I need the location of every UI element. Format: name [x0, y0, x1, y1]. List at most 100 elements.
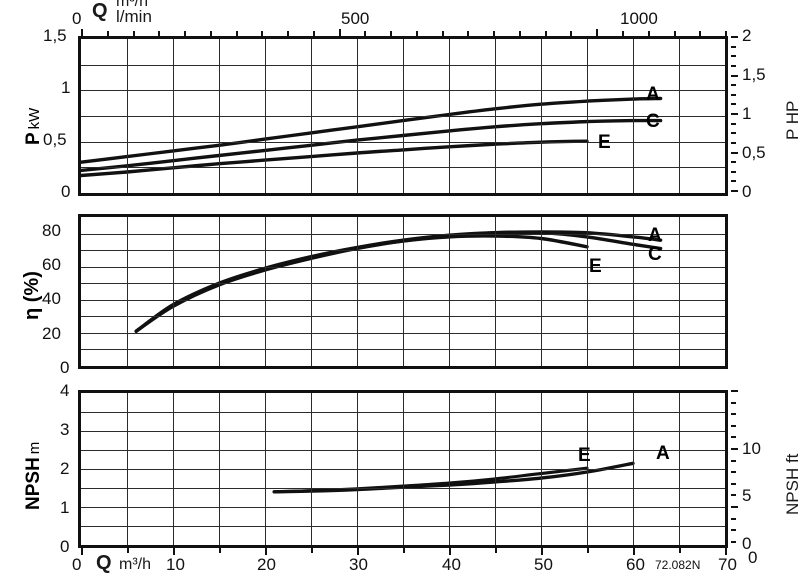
- power-hp-tick-0: 0: [742, 182, 752, 201]
- top-axis-tick: [493, 31, 496, 36]
- npsh-ft-tick-10: 10: [742, 439, 761, 458]
- right-axis-tick: [731, 45, 736, 48]
- top-axis-tick: [106, 31, 109, 36]
- gridline-horizontal: [81, 116, 725, 117]
- gridline-vertical: [403, 217, 404, 366]
- right-axis-tick: [731, 132, 736, 135]
- eff-ytick-0: 0: [60, 358, 70, 377]
- power-label-a: A: [646, 84, 660, 105]
- npsh-ft-axis-title: NPSH ft: [783, 453, 802, 515]
- bottom-tick-50: 50: [534, 555, 553, 574]
- top-axis-tick: [673, 31, 676, 36]
- gridline-horizontal: [81, 507, 725, 508]
- right-axis-tick: [731, 448, 738, 450]
- bottom-tick-70: 70: [718, 555, 737, 574]
- right-axis-tick: [731, 540, 736, 543]
- power-hp-tick-0-5: 0,5: [742, 143, 766, 162]
- top-q-symbol: Q: [92, 0, 108, 22]
- top-tick-1000: 1000: [620, 9, 658, 28]
- right-axis-tick: [731, 529, 736, 532]
- power-hp-axis-title: P HP: [783, 100, 802, 140]
- bottom-tick-0-right: 0: [748, 548, 758, 567]
- gridline-horizontal: [81, 266, 725, 268]
- power-axis-unit: kW: [26, 107, 43, 130]
- top-axis-tick: [364, 31, 367, 36]
- right-axis-tick: [731, 161, 736, 164]
- bottom-axis-tick: [173, 548, 175, 555]
- bottom-axis-tick: [633, 548, 635, 555]
- gridline-horizontal: [81, 526, 725, 527]
- efficiency-axis-title: η (%): [21, 271, 43, 320]
- top-axis-tick: [647, 31, 650, 36]
- bottom-tick-10: 10: [166, 555, 185, 574]
- right-axis-tick: [731, 413, 736, 416]
- npsh-label-a: A: [656, 443, 670, 464]
- power-hp-tick-1-5: 1,5: [742, 65, 766, 84]
- right-axis-tick: [731, 459, 736, 462]
- gridline-vertical: [219, 217, 220, 366]
- top-axis-tick: [390, 31, 393, 36]
- top-q-unit-lmin: l/min: [116, 7, 152, 26]
- bottom-axis-tick: [219, 548, 221, 553]
- bottom-axis-tick: [541, 548, 543, 555]
- gridline-vertical: [449, 217, 450, 366]
- gridline-vertical: [679, 217, 680, 366]
- right-axis-tick: [731, 401, 736, 404]
- power-chart-gridlines: [81, 39, 725, 193]
- gridline-horizontal: [81, 233, 725, 235]
- top-axis-tick: [312, 31, 315, 36]
- bottom-axis-tick: [403, 548, 405, 553]
- npsh-ytick-4: 4: [60, 381, 70, 400]
- npsh-ytick-2: 2: [60, 459, 70, 478]
- top-axis-tick: [235, 31, 238, 36]
- power-ytick-0: 0: [61, 182, 71, 201]
- bottom-tick-0: 0: [72, 555, 82, 574]
- bottom-axis-tick: [265, 548, 267, 555]
- power-ytick-0-5: 0,5: [43, 130, 67, 149]
- right-axis-tick: [731, 141, 736, 144]
- gridline-horizontal: [81, 450, 725, 451]
- right-axis-tick: [731, 190, 738, 192]
- gridline-horizontal: [81, 90, 725, 92]
- top-axis-tick: [699, 31, 702, 36]
- gridline-horizontal: [81, 332, 725, 334]
- gridline-vertical: [587, 217, 588, 366]
- gridline-vertical: [127, 217, 128, 366]
- top-axis-tick: [596, 29, 599, 36]
- npsh-ft-tick-0: 0: [742, 534, 752, 553]
- efficiency-chart-gridlines: [81, 217, 725, 366]
- bottom-axis-tick: [127, 548, 129, 553]
- gridline-horizontal: [81, 141, 725, 143]
- npsh-ytick-3: 3: [60, 420, 70, 439]
- power-axis-title: PkW: [23, 107, 44, 145]
- top-tick-500: 500: [341, 9, 370, 28]
- bottom-tick-20: 20: [257, 555, 276, 574]
- power-axis-symbol: P: [23, 132, 44, 145]
- power-label-e: E: [598, 132, 611, 153]
- gridline-horizontal: [81, 299, 725, 301]
- eff-ytick-20: 20: [42, 324, 61, 343]
- right-axis-tick: [731, 436, 736, 439]
- right-axis-tick: [731, 103, 736, 106]
- power-chart-panel: [78, 36, 728, 196]
- power-label-c: C: [646, 111, 660, 132]
- bottom-tick-40: 40: [442, 555, 461, 574]
- gridline-vertical: [311, 217, 312, 366]
- gridline-horizontal: [81, 412, 725, 413]
- gridline-vertical: [357, 217, 358, 366]
- power-curve-a: [79, 96, 663, 164]
- npsh-axis-title: NPSH m: [23, 442, 44, 510]
- right-axis-tick: [731, 151, 738, 154]
- top-axis-tick: [467, 31, 470, 36]
- top-axis-tick: [132, 31, 135, 36]
- gridline-vertical: [541, 217, 542, 366]
- top-axis-tick: [725, 31, 727, 36]
- right-axis-tick: [731, 170, 736, 173]
- power-hp-tick-2: 2: [742, 26, 752, 45]
- top-axis-tick: [338, 29, 341, 36]
- right-axis-tick: [731, 122, 736, 125]
- bottom-axis-tick: [679, 548, 681, 553]
- npsh-axis-symbol: NPSH: [23, 457, 44, 510]
- bottom-axis-tick: [311, 548, 313, 553]
